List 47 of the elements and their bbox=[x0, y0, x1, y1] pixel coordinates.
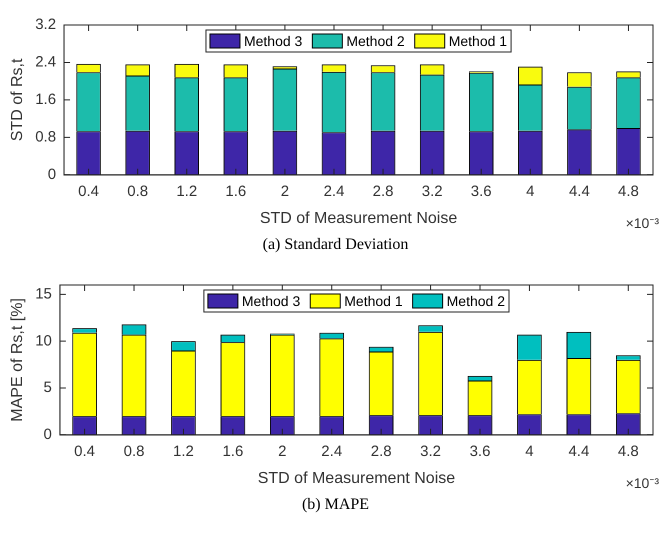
y-tick-label: 2.4 bbox=[35, 54, 56, 71]
y-tick-label: 5 bbox=[44, 379, 52, 396]
text: (a) Standard Deviation bbox=[262, 236, 410, 254]
x-axis-title: STD of Measurement Noise bbox=[260, 210, 458, 227]
x-tick-label: 0.8 bbox=[124, 442, 144, 460]
legend-label: Method 2 bbox=[446, 292, 506, 309]
text: (b) MAPE bbox=[300, 496, 370, 514]
y-axis-title: MAPE of Rs,t [%] bbox=[9, 298, 26, 422]
x-axis-title: STD of Measurement Noise bbox=[258, 470, 456, 487]
x-tick-label: 1.6 bbox=[225, 182, 246, 200]
x-tick-label: 2 bbox=[280, 182, 290, 200]
x-tick-label: 0.4 bbox=[78, 182, 100, 200]
x-tick-label: 2.8 bbox=[370, 442, 392, 460]
x-tick-label: 4 bbox=[526, 182, 534, 200]
y-tick-label: 0.8 bbox=[35, 128, 56, 146]
x-tick-label: 3.6 bbox=[470, 442, 490, 460]
x-tick-label: 4.8 bbox=[618, 182, 639, 200]
x-tick-label: 1.6 bbox=[222, 442, 244, 460]
text: ×10⁻³ bbox=[626, 475, 660, 491]
y-tick-label: 3.2 bbox=[35, 16, 56, 34]
legend-label: Method 1 bbox=[344, 292, 403, 309]
x-tick-label: 4 bbox=[525, 442, 534, 460]
x-tick-label: 2 bbox=[278, 442, 286, 460]
legend-label: Method 3 bbox=[244, 32, 303, 49]
legend-label: Method 3 bbox=[242, 292, 300, 309]
text: ×10⁻³ bbox=[626, 215, 660, 231]
y-tick-label: 1.6 bbox=[35, 91, 56, 108]
x-tick-label: 0.4 bbox=[74, 442, 96, 460]
y-tick-label: 0 bbox=[48, 166, 56, 183]
y-axis-title: STD of Rs,t bbox=[9, 58, 26, 142]
y-tick-label: 0 bbox=[44, 426, 52, 443]
x-tick-label: 1.2 bbox=[173, 442, 194, 460]
y-tick-label: 15 bbox=[35, 286, 52, 303]
x-tick-label: 3.6 bbox=[470, 182, 492, 200]
x-tick-label: 2.4 bbox=[324, 182, 344, 200]
legend-label: Method 1 bbox=[448, 32, 508, 49]
x-tick-label: 2.4 bbox=[321, 442, 342, 460]
legend-label: Method 2 bbox=[346, 32, 405, 49]
x-tick-label: 0.8 bbox=[127, 182, 148, 200]
x-tick-label: 4.8 bbox=[618, 442, 639, 460]
x-tick-label: 4.4 bbox=[568, 442, 590, 460]
x-tick-label: 3.2 bbox=[420, 442, 442, 460]
x-tick-label: 2.8 bbox=[372, 182, 394, 200]
x-tick-label: 3.2 bbox=[422, 182, 443, 200]
y-tick-label: 10 bbox=[35, 332, 52, 350]
x-tick-label: 1.2 bbox=[176, 182, 198, 200]
x-tick-label: 4.4 bbox=[568, 182, 590, 200]
